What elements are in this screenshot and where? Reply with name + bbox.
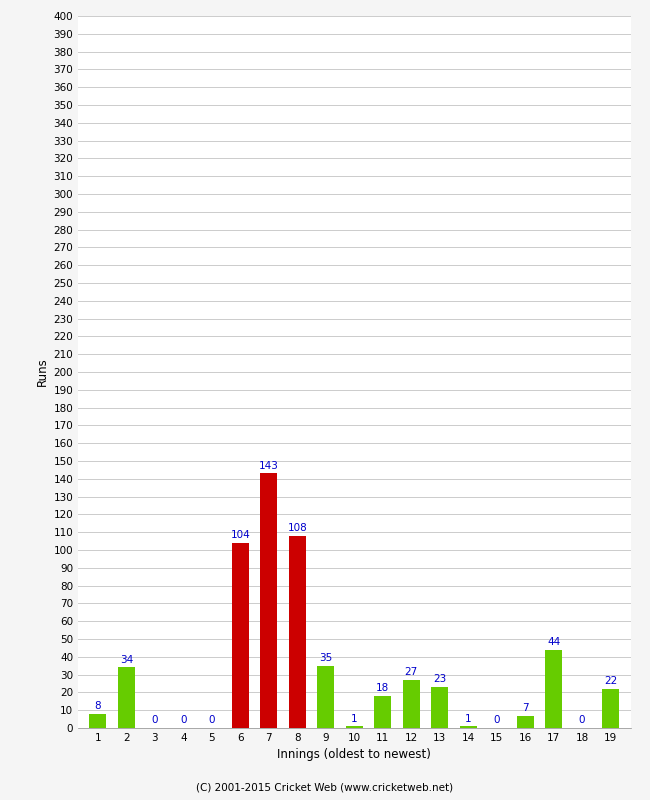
Bar xyxy=(402,680,420,728)
Text: 27: 27 xyxy=(404,667,418,678)
Text: 44: 44 xyxy=(547,637,560,647)
Text: 0: 0 xyxy=(180,715,187,726)
Bar xyxy=(374,696,391,728)
Text: 22: 22 xyxy=(604,676,618,686)
X-axis label: Innings (oldest to newest): Innings (oldest to newest) xyxy=(278,749,431,762)
Text: 0: 0 xyxy=(493,715,500,726)
Text: 143: 143 xyxy=(259,461,279,470)
Bar xyxy=(260,474,278,728)
Text: 18: 18 xyxy=(376,683,389,694)
Text: 34: 34 xyxy=(120,655,133,665)
Bar xyxy=(317,666,334,728)
Text: (C) 2001-2015 Cricket Web (www.cricketweb.net): (C) 2001-2015 Cricket Web (www.cricketwe… xyxy=(196,782,454,792)
Text: 35: 35 xyxy=(319,653,332,663)
Text: 1: 1 xyxy=(465,714,471,723)
Bar xyxy=(431,687,448,728)
Bar xyxy=(346,726,363,728)
Text: 108: 108 xyxy=(287,523,307,533)
Y-axis label: Runs: Runs xyxy=(36,358,49,386)
Bar xyxy=(460,726,476,728)
Text: 1: 1 xyxy=(351,714,358,723)
Bar xyxy=(517,715,534,728)
Bar xyxy=(289,536,306,728)
Bar xyxy=(90,714,107,728)
Text: 0: 0 xyxy=(151,715,158,726)
Text: 8: 8 xyxy=(95,701,101,711)
Text: 0: 0 xyxy=(209,715,215,726)
Bar xyxy=(118,667,135,728)
Text: 7: 7 xyxy=(522,703,528,713)
Bar xyxy=(232,543,249,728)
Bar xyxy=(545,650,562,728)
Bar xyxy=(602,689,619,728)
Text: 104: 104 xyxy=(231,530,250,540)
Text: 0: 0 xyxy=(579,715,586,726)
Text: 23: 23 xyxy=(433,674,447,684)
